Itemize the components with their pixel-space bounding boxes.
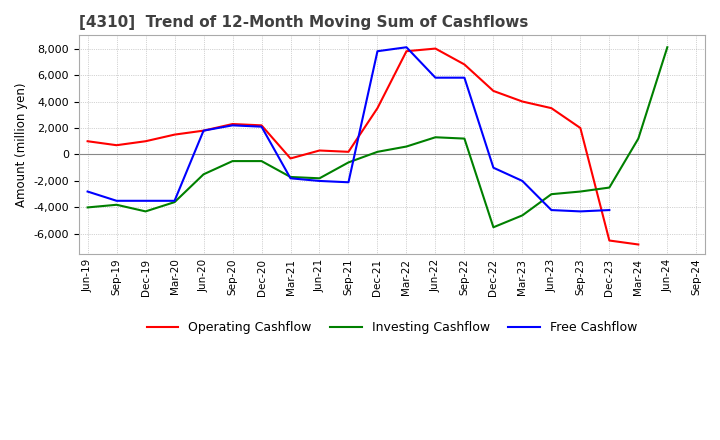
Operating Cashflow: [344, 149, 353, 154]
Free Cashflow: [228, 123, 237, 128]
Free Cashflow: [112, 198, 121, 203]
Operating Cashflow: [199, 128, 208, 133]
Free Cashflow: [663, 136, 672, 141]
Investing Cashflow: [663, 44, 672, 50]
Investing Cashflow: [84, 205, 92, 210]
Line: Investing Cashflow: Investing Cashflow: [88, 47, 667, 227]
Operating Cashflow: [431, 46, 440, 51]
Text: [4310]  Trend of 12-Month Moving Sum of Cashflows: [4310] Trend of 12-Month Moving Sum of C…: [79, 15, 528, 30]
Operating Cashflow: [257, 123, 266, 128]
Free Cashflow: [170, 198, 179, 203]
Operating Cashflow: [634, 242, 643, 247]
Line: Operating Cashflow: Operating Cashflow: [88, 48, 639, 245]
Operating Cashflow: [402, 48, 411, 54]
Investing Cashflow: [286, 174, 294, 180]
Operating Cashflow: [373, 106, 382, 111]
Investing Cashflow: [431, 135, 440, 140]
Free Cashflow: [489, 165, 498, 170]
Operating Cashflow: [547, 106, 556, 111]
Operating Cashflow: [518, 99, 527, 104]
Free Cashflow: [402, 44, 411, 50]
Free Cashflow: [576, 209, 585, 214]
Investing Cashflow: [141, 209, 150, 214]
Investing Cashflow: [112, 202, 121, 207]
Investing Cashflow: [257, 158, 266, 164]
Operating Cashflow: [460, 62, 469, 67]
Free Cashflow: [315, 178, 324, 183]
Operating Cashflow: [576, 125, 585, 131]
Free Cashflow: [141, 198, 150, 203]
Line: Free Cashflow: Free Cashflow: [88, 47, 667, 211]
Investing Cashflow: [489, 225, 498, 230]
Operating Cashflow: [489, 88, 498, 94]
Operating Cashflow: [170, 132, 179, 137]
Investing Cashflow: [315, 176, 324, 181]
Investing Cashflow: [518, 213, 527, 218]
Investing Cashflow: [373, 149, 382, 154]
Free Cashflow: [605, 207, 613, 213]
Investing Cashflow: [199, 172, 208, 177]
Investing Cashflow: [228, 158, 237, 164]
Free Cashflow: [286, 176, 294, 181]
Operating Cashflow: [605, 238, 613, 243]
Free Cashflow: [373, 48, 382, 54]
Investing Cashflow: [460, 136, 469, 141]
Investing Cashflow: [402, 144, 411, 149]
Y-axis label: Amount (million yen): Amount (million yen): [15, 82, 28, 207]
Free Cashflow: [460, 75, 469, 81]
Operating Cashflow: [112, 143, 121, 148]
Operating Cashflow: [84, 139, 92, 144]
Free Cashflow: [431, 75, 440, 81]
Investing Cashflow: [170, 199, 179, 205]
Investing Cashflow: [605, 185, 613, 190]
Investing Cashflow: [547, 191, 556, 197]
Free Cashflow: [199, 128, 208, 133]
Operating Cashflow: [141, 139, 150, 144]
Free Cashflow: [547, 207, 556, 213]
Free Cashflow: [518, 178, 527, 183]
Operating Cashflow: [315, 148, 324, 153]
Investing Cashflow: [576, 189, 585, 194]
Free Cashflow: [257, 124, 266, 129]
Investing Cashflow: [344, 160, 353, 165]
Operating Cashflow: [286, 156, 294, 161]
Legend: Operating Cashflow, Investing Cashflow, Free Cashflow: Operating Cashflow, Investing Cashflow, …: [142, 316, 642, 339]
Investing Cashflow: [634, 136, 643, 141]
Operating Cashflow: [228, 121, 237, 127]
Free Cashflow: [344, 180, 353, 185]
Free Cashflow: [84, 189, 92, 194]
